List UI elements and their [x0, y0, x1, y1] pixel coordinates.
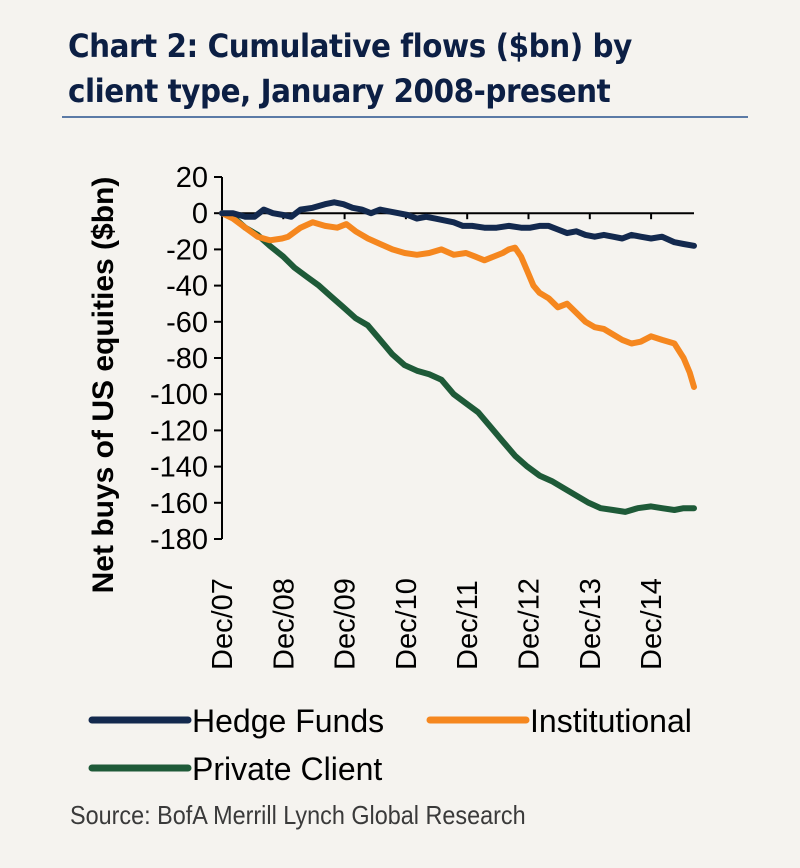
series-layer — [219, 199, 697, 515]
y-tick-label: 20 — [176, 162, 208, 194]
chart-title: Chart 2: Cumulative flows ($bn) by clien… — [68, 27, 632, 110]
x-tick-label: Dec/07 — [207, 578, 239, 670]
series-line-private-client — [219, 210, 697, 515]
y-axis-title: Net buys of US equities ($bn) — [87, 177, 120, 594]
x-tick-label: Dec/08 — [268, 578, 300, 670]
y-tick-label: -180 — [150, 524, 208, 556]
y-tick-label: -100 — [150, 379, 208, 411]
series-line-hedge-funds — [219, 199, 697, 249]
x-tick-label: Dec/09 — [330, 578, 362, 670]
x-axis: Dec/07 Dec/08 Dec/09 Dec/10 Dec/11 Dec/12 Dec/… — [207, 212, 694, 670]
legend: Hedge Funds Institutional Private Client — [88, 703, 692, 787]
x-tick-label: Dec/14 — [636, 578, 668, 670]
y-tick-label: 0 — [192, 198, 208, 230]
x-tick-label: Dec/11 — [452, 580, 484, 670]
y-tick-label: -20 — [166, 234, 208, 266]
y-tick-label: -120 — [150, 415, 208, 447]
x-tick-label: Dec/10 — [391, 578, 423, 670]
x-tick-label: Dec/12 — [513, 578, 545, 670]
x-tick-label: Dec/13 — [575, 578, 607, 670]
y-tick-label: -60 — [166, 307, 208, 339]
title-divider — [62, 116, 748, 118]
series-line-institutional — [219, 210, 697, 390]
y-tick-label: -80 — [166, 343, 208, 375]
y-axis-title-group: Net buys of US equities ($bn) — [87, 177, 120, 594]
source-note: Source: BofA Merrill Lynch Global Resear… — [70, 800, 526, 830]
y-axis: 20 0 -20 -40 -60 -80 -100 -120 -140 -160 -180 — [150, 162, 223, 556]
y-tick-label: -40 — [166, 271, 208, 303]
y-tick-label: -140 — [150, 452, 208, 484]
y-tick-label: -160 — [150, 488, 208, 520]
legend-label-hedge-funds: Hedge Funds — [192, 703, 384, 739]
legend-label-institutional: Institutional — [530, 703, 692, 739]
legend-label-private-client: Private Client — [192, 751, 382, 787]
